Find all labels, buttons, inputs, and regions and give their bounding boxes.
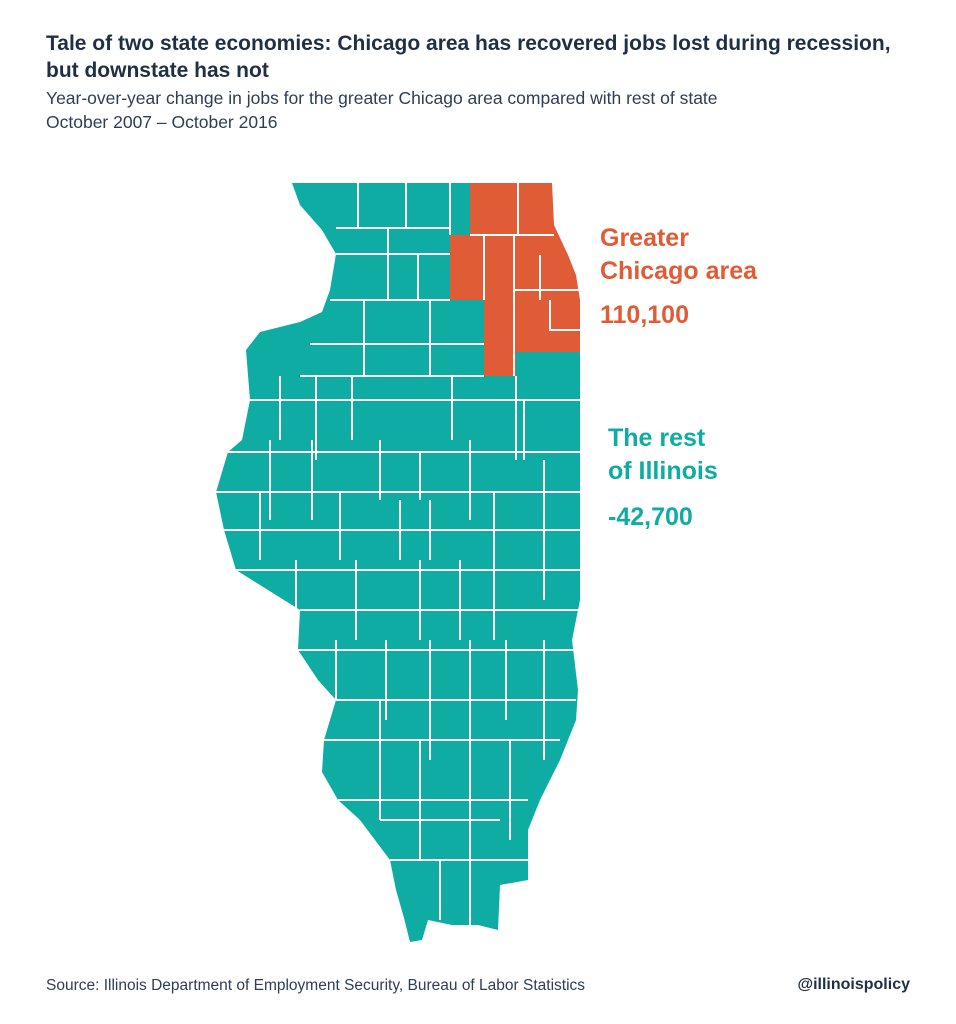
- county-lines: [216, 183, 580, 925]
- rest-of-illinois-region: [216, 183, 580, 942]
- chart-subtitle: Year-over-year change in jobs for the gr…: [46, 86, 926, 134]
- chicago-label: Greater Chicago area: [600, 222, 757, 288]
- chicago-county-lines: [470, 183, 580, 376]
- chart-title: Tale of two state economies: Chicago are…: [46, 32, 891, 82]
- subtitle-line-1: Year-over-year change in jobs for the gr…: [46, 88, 718, 108]
- subtitle-line-2: October 2007 – October 2016: [46, 112, 278, 132]
- rest-value: -42,700: [608, 503, 693, 531]
- chicago-value: 110,100: [600, 301, 689, 329]
- twitter-handle: @illinoispolicy: [797, 976, 910, 993]
- chicago-label-line-2: Chicago area: [600, 257, 758, 285]
- chicago-label-line-1: Greater: [600, 224, 689, 252]
- rest-label: The rest of Illinois: [608, 422, 718, 488]
- rest-label-line-2: of Illinois: [608, 457, 718, 485]
- rest-label-line-1: The rest: [608, 424, 706, 452]
- source-note: Source: Illinois Department of Employmen…: [46, 977, 586, 994]
